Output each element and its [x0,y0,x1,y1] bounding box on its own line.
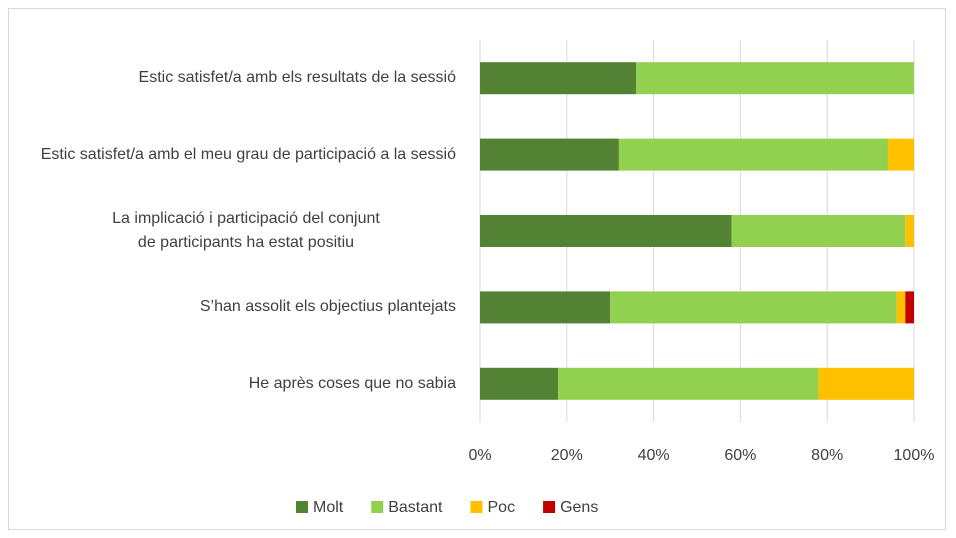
bar-segment [480,62,637,95]
category-label: La implicació i participació del conjunt… [112,210,380,251]
category-label: S’han assolit els objectius plantejats [199,298,456,316]
bar-segment [731,215,906,247]
chart-frame [8,8,946,530]
legend-label: Poc [488,499,516,516]
x-tick-label: 0% [468,447,491,464]
legend-swatch [543,501,556,513]
bar-segment [558,367,819,400]
x-tick-label: 40% [638,447,670,464]
bar-segment [905,215,914,247]
legend-label: Gens [560,499,598,516]
legend-label: Molt [313,499,344,516]
x-tick-label: 80% [811,447,843,464]
x-tick-label: 60% [724,447,756,464]
bar-segment [818,367,914,400]
category-label: Estic satisfet/a amb els resultats de la… [138,69,456,87]
bar-segment [480,138,619,171]
legend-swatch [371,501,384,513]
bar-segment [618,138,888,171]
legend-label: Bastant [388,499,443,516]
bar-segment [480,367,559,400]
category-label: Estic satisfet/a amb el meu grau de part… [40,145,456,163]
x-tick-label: 100% [894,447,935,464]
bar-segment [480,215,732,247]
legend-swatch [296,501,308,513]
category-label: He après coses que no sabia [248,374,456,392]
bar-segment [636,62,914,95]
x-tick-label: 20% [551,447,583,464]
bar-segment [887,138,914,171]
bar-segment [480,291,611,324]
bar-segment [610,291,897,324]
legend-swatch [470,501,483,513]
bar-segment [905,291,914,324]
bar-segment [896,291,906,324]
